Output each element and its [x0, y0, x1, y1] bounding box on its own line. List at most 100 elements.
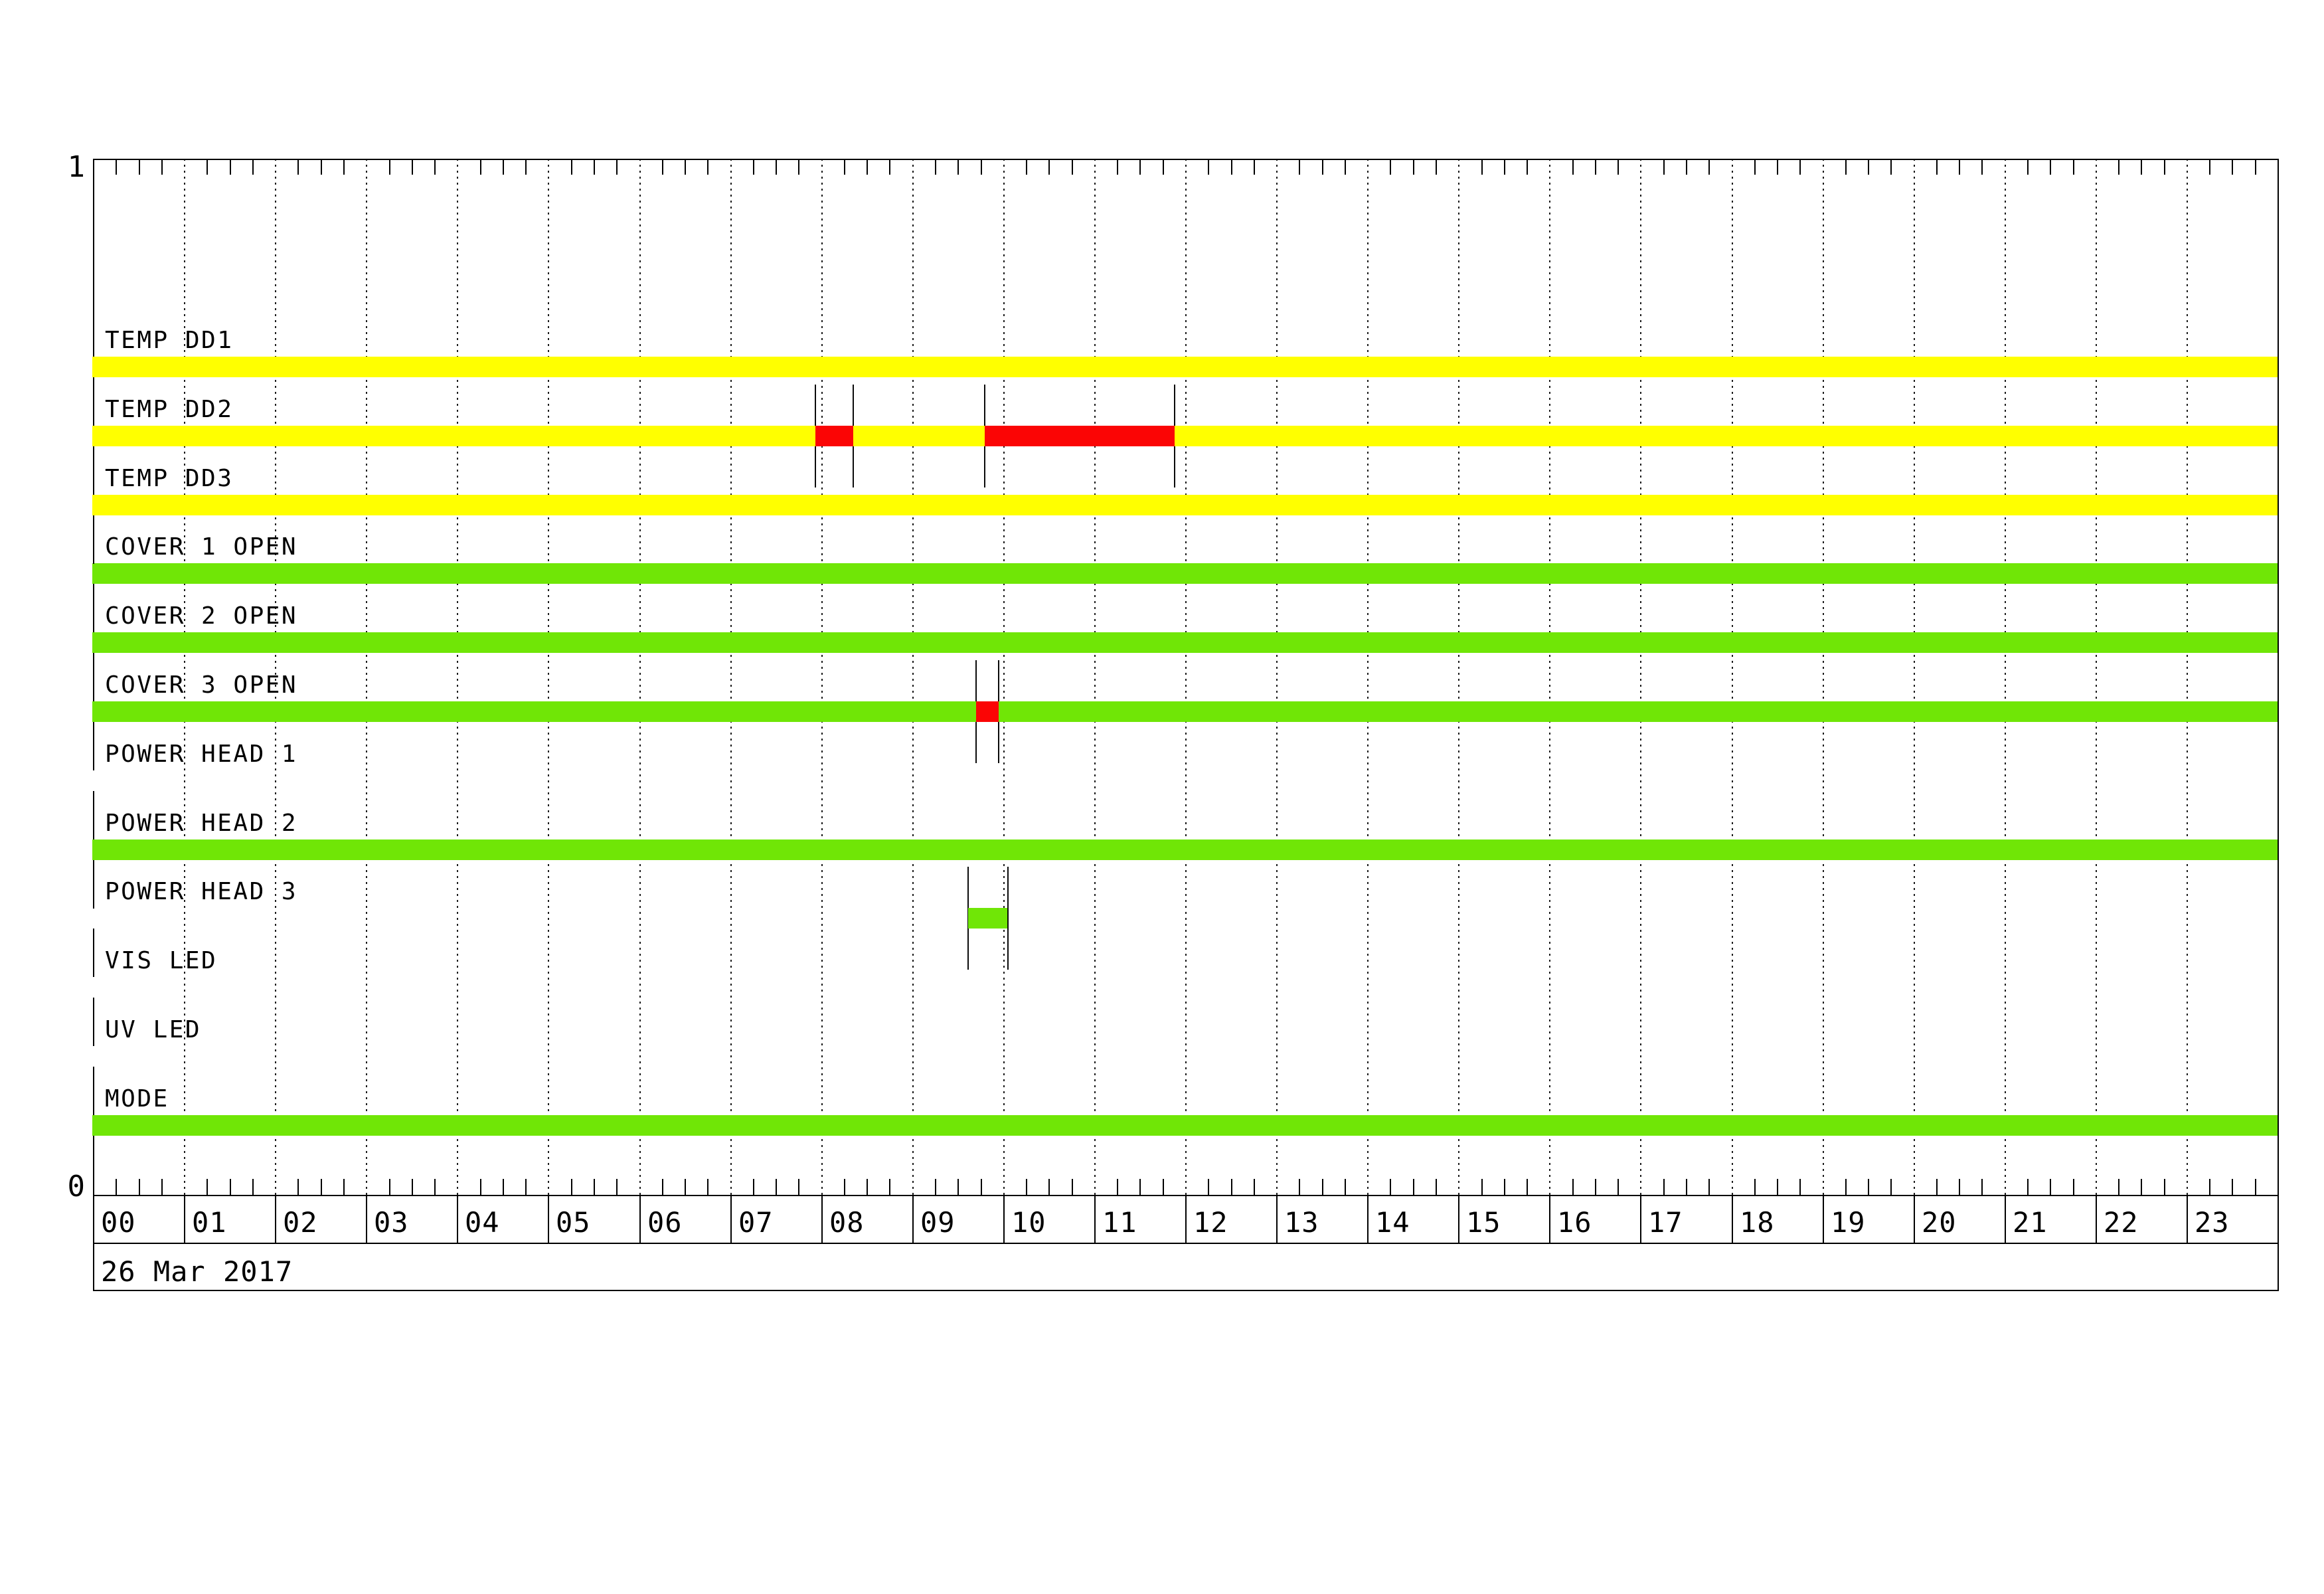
hour-label: 14 — [1375, 1206, 1410, 1239]
hour-gridline — [2096, 159, 2097, 1195]
plot-left-border-segment — [93, 791, 94, 840]
quarter-hour-tick-top — [1572, 159, 1574, 175]
row-label: POWER HEAD 1 — [105, 741, 298, 768]
y-axis-label-top: 1 — [67, 150, 86, 184]
quarter-hour-tick-top — [1390, 159, 1391, 175]
quarter-hour-tick-top — [2232, 159, 2233, 175]
hour-label: 22 — [2104, 1206, 2139, 1239]
quarter-hour-tick-top — [776, 159, 777, 175]
quarter-hour-tick-top — [1139, 159, 1141, 175]
hour-cell-separator — [1003, 1195, 1005, 1243]
row-label: TEMP DD3 — [105, 465, 234, 492]
hour-cell-separator — [1458, 1195, 1459, 1243]
quarter-hour-tick-top — [1959, 159, 1960, 175]
quarter-hour-tick-bottom — [662, 1179, 663, 1195]
hour-gridline — [366, 159, 367, 1195]
hour-gridline — [1367, 159, 1369, 1195]
quarter-hour-tick-bottom — [1413, 1179, 1414, 1195]
plot-left-border-segment — [93, 929, 94, 977]
quarter-hour-tick-top — [1072, 159, 1073, 175]
hour-cell-separator — [548, 1195, 549, 1243]
quarter-hour-tick-top — [1595, 159, 1596, 175]
row-label: COVER 3 OPEN — [105, 671, 298, 699]
row-label: COVER 2 OPEN — [105, 602, 298, 630]
row-label: VIS LED — [105, 947, 218, 974]
event-boundary-marker — [1007, 867, 1009, 970]
quarter-hour-tick-bottom — [2209, 1179, 2210, 1195]
axis-left-border — [93, 1195, 94, 1290]
quarter-hour-tick-bottom — [2255, 1179, 2256, 1195]
quarter-hour-tick-bottom — [434, 1179, 436, 1195]
row-label: MODE — [105, 1085, 169, 1112]
quarter-hour-tick-top — [1777, 159, 1778, 175]
status-bar — [92, 495, 2278, 515]
hour-label: 00 — [101, 1206, 136, 1239]
hour-cell-separator — [366, 1195, 367, 1243]
quarter-hour-tick-bottom — [1754, 1179, 1756, 1195]
hour-cell-separator — [1914, 1195, 1915, 1243]
date-label: 26 Mar 2017 — [101, 1255, 293, 1288]
hour-gridline — [639, 159, 641, 1195]
quarter-hour-tick-bottom — [1208, 1179, 1209, 1195]
quarter-hour-tick-top — [1481, 159, 1483, 175]
quarter-hour-tick-top — [1504, 159, 1505, 175]
quarter-hour-tick-top — [957, 159, 959, 175]
plot-left-border-segment — [93, 1067, 94, 1115]
hour-label: 15 — [1466, 1206, 1501, 1239]
quarter-hour-tick-top — [139, 159, 140, 175]
quarter-hour-tick-bottom — [685, 1179, 686, 1195]
hour-label: 12 — [1193, 1206, 1228, 1239]
quarter-hour-tick-bottom — [1868, 1179, 1869, 1195]
quarter-hour-tick-top — [297, 159, 299, 175]
quarter-hour-tick-top — [1322, 159, 1323, 175]
quarter-hour-tick-top — [252, 159, 254, 175]
hour-gridline — [1549, 159, 1550, 1195]
quarter-hour-tick-bottom — [889, 1179, 890, 1195]
quarter-hour-tick-top — [1981, 159, 1983, 175]
quarter-hour-tick-top — [116, 159, 117, 175]
quarter-hour-tick-top — [1686, 159, 1687, 175]
quarter-hour-tick-bottom — [1163, 1179, 1164, 1195]
hour-cell-separator — [1367, 1195, 1369, 1243]
quarter-hour-tick-top — [2050, 159, 2051, 175]
quarter-hour-tick-bottom — [503, 1179, 504, 1195]
quarter-hour-tick-top — [594, 159, 595, 175]
quarter-hour-tick-bottom — [707, 1179, 708, 1195]
quarter-hour-tick-bottom — [981, 1179, 982, 1195]
quarter-hour-tick-top — [2255, 159, 2256, 175]
quarter-hour-tick-top — [503, 159, 504, 175]
hour-cell-separator — [912, 1195, 914, 1243]
hour-cell-separator — [821, 1195, 823, 1243]
quarter-hour-tick-top — [889, 159, 890, 175]
quarter-hour-tick-bottom — [1481, 1179, 1483, 1195]
quarter-hour-tick-bottom — [798, 1179, 799, 1195]
quarter-hour-tick-top — [1117, 159, 1118, 175]
quarter-hour-tick-top — [343, 159, 345, 175]
status-bar — [92, 563, 2278, 584]
hour-gridline — [1003, 159, 1005, 1195]
quarter-hour-tick-bottom — [753, 1179, 754, 1195]
quarter-hour-tick-top — [434, 159, 436, 175]
hour-label: 02 — [283, 1206, 318, 1239]
quarter-hour-tick-bottom — [935, 1179, 936, 1195]
quarter-hour-tick-bottom — [1345, 1179, 1346, 1195]
quarter-hour-tick-top — [867, 159, 868, 175]
quarter-hour-tick-bottom — [844, 1179, 845, 1195]
event-segment — [985, 426, 1175, 446]
quarter-hour-tick-bottom — [1299, 1179, 1300, 1195]
quarter-hour-tick-bottom — [1981, 1179, 1983, 1195]
hour-gridline — [1732, 159, 1733, 1195]
hour-label: 08 — [829, 1206, 865, 1239]
quarter-hour-tick-bottom — [161, 1179, 163, 1195]
quarter-hour-tick-bottom — [1048, 1179, 1050, 1195]
hour-cell-separator — [730, 1195, 732, 1243]
hour-gridline — [912, 159, 914, 1195]
quarter-hour-tick-bottom — [252, 1179, 254, 1195]
quarter-hour-tick-top — [662, 159, 663, 175]
hour-gridline — [1458, 159, 1459, 1195]
quarter-hour-tick-bottom — [525, 1179, 527, 1195]
quarter-hour-tick-bottom — [1504, 1179, 1505, 1195]
hour-label: 01 — [192, 1206, 227, 1239]
hour-cell-separator — [639, 1195, 641, 1243]
quarter-hour-tick-top — [844, 159, 845, 175]
